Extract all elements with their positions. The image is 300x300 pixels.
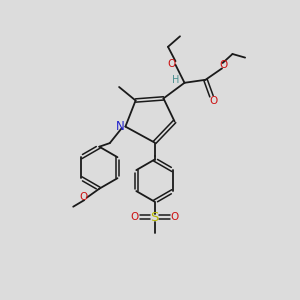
Text: O: O xyxy=(79,192,87,202)
Text: S: S xyxy=(150,211,159,224)
Text: O: O xyxy=(130,212,138,222)
Text: O: O xyxy=(171,212,179,222)
Text: H: H xyxy=(172,75,180,85)
Text: O: O xyxy=(168,59,176,69)
Text: N: N xyxy=(116,119,124,133)
Text: O: O xyxy=(209,95,217,106)
Text: O: O xyxy=(219,60,227,70)
